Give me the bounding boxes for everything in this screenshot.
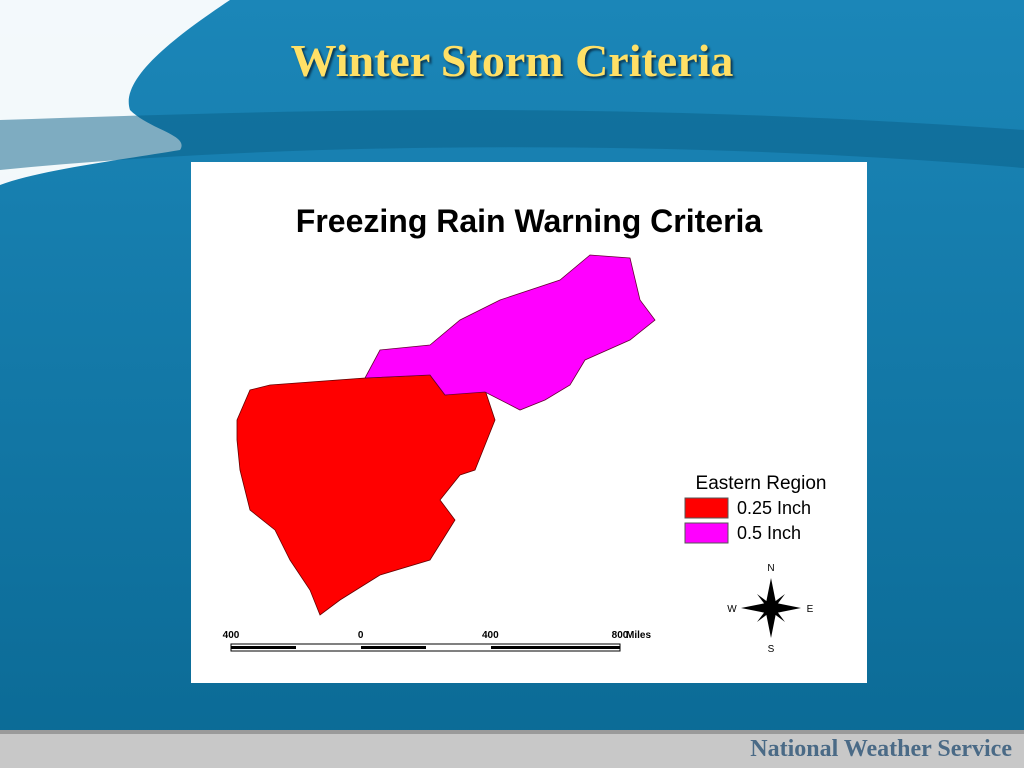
legend: 0.25 Inch 0.5 Inch [684, 497, 811, 544]
legend-label: 0.5 Inch [737, 523, 801, 543]
region-high [364, 254, 656, 411]
scale-label: 400 [223, 630, 240, 641]
legend-title: Eastern Region [696, 473, 827, 494]
scale-label: 0 [358, 630, 364, 641]
scale-label: 800 [612, 630, 629, 641]
slide-title: Winter Storm Criteria [290, 35, 734, 86]
map-title: Freezing Rain Warning Criteria [296, 203, 763, 239]
footer: National Weather Service [750, 736, 1012, 762]
scale-bar-segment [231, 646, 296, 649]
legend-label: 0.25 Inch [737, 498, 811, 518]
compass-e: E [807, 604, 814, 615]
legend-swatch [684, 497, 729, 519]
compass: N S E W [727, 563, 813, 655]
scale-unit: Miles [626, 630, 651, 641]
compass-s: S [768, 644, 775, 655]
scale-label: 400 [482, 630, 499, 641]
scale-bar-segment [361, 646, 426, 649]
scale-bar-segment [491, 646, 620, 649]
map-panel: Freezing Rain Warning Criteria Eastern R… [191, 162, 867, 683]
compass-n: N [767, 563, 774, 574]
legend-swatch [684, 522, 729, 544]
compass-w: W [727, 604, 737, 615]
